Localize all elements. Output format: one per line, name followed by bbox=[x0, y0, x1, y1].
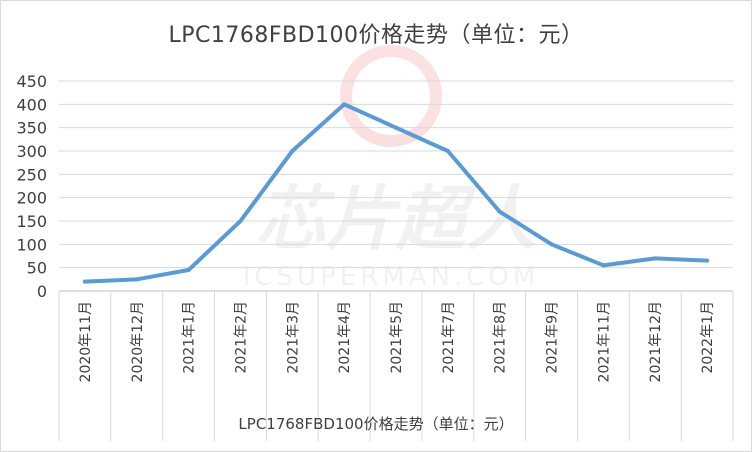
data-point bbox=[601, 263, 606, 268]
y-tick-label: 350 bbox=[16, 119, 47, 138]
x-tick-label: 2021年7月 bbox=[441, 301, 457, 374]
data-point bbox=[290, 149, 295, 153]
data-point bbox=[82, 279, 87, 284]
data-point bbox=[394, 125, 398, 130]
x-tick-label: 2020年12月 bbox=[130, 301, 146, 382]
data-point bbox=[497, 209, 502, 214]
y-tick-label: 250 bbox=[16, 165, 47, 184]
y-tick-label: 100 bbox=[16, 235, 47, 254]
x-tick-label: 2021年1月 bbox=[182, 301, 198, 374]
legend: LPC1768FBD100价格走势（单位：元） bbox=[1, 413, 751, 434]
x-tick-label: 2021年5月 bbox=[389, 301, 405, 374]
chart-title: LPC1768FBD100价格走势（单位：元） bbox=[168, 23, 584, 48]
watermark: 芯片超人 ICSUPERMAN.COM bbox=[243, 45, 540, 292]
data-point bbox=[549, 242, 554, 247]
x-tick-label: 2021年12月 bbox=[648, 301, 664, 382]
x-tick-label: 2020年11月 bbox=[78, 301, 94, 382]
x-tick-label: 2021年2月 bbox=[233, 301, 249, 374]
y-tick-label: 400 bbox=[16, 95, 47, 114]
data-point bbox=[445, 149, 450, 153]
watermark-brand: 芯片超人 bbox=[256, 178, 536, 260]
series-layer bbox=[82, 102, 710, 284]
data-point bbox=[134, 277, 139, 282]
x-tick-label: 2021年8月 bbox=[493, 301, 509, 374]
x-tick-label: 2021年4月 bbox=[337, 301, 353, 374]
y-axis-tick-labels: 0 50 100 150 200 250 300 350 400 450 bbox=[16, 72, 47, 301]
x-axis-tick-labels: 2020年11月 2020年12月 2021年1月 2021年2月 2021年3月 202… bbox=[78, 301, 716, 382]
gridlines bbox=[58, 80, 734, 441]
x-tick-label: 2021年3月 bbox=[285, 301, 301, 374]
data-point bbox=[186, 268, 191, 272]
x-tick-label: 2021年9月 bbox=[545, 301, 561, 374]
y-tick-label: 200 bbox=[16, 189, 47, 208]
x-tick-label: 2022年1月 bbox=[700, 301, 716, 374]
x-tick-label: 2021年11月 bbox=[596, 301, 612, 382]
y-tick-label: 50 bbox=[27, 259, 47, 278]
watermark-logo bbox=[340, 45, 442, 147]
legend-entry: LPC1768FBD100价格走势（单位：元） bbox=[238, 415, 514, 433]
data-point bbox=[238, 219, 243, 223]
watermark-site: ICSUPERMAN.COM bbox=[243, 262, 540, 292]
data-point bbox=[653, 256, 658, 261]
y-tick-label: 0 bbox=[37, 282, 47, 301]
y-tick-label: 450 bbox=[16, 72, 47, 91]
data-point bbox=[342, 102, 347, 107]
y-tick-label: 300 bbox=[16, 142, 47, 161]
data-point bbox=[705, 258, 710, 263]
y-tick-label: 150 bbox=[16, 212, 47, 231]
